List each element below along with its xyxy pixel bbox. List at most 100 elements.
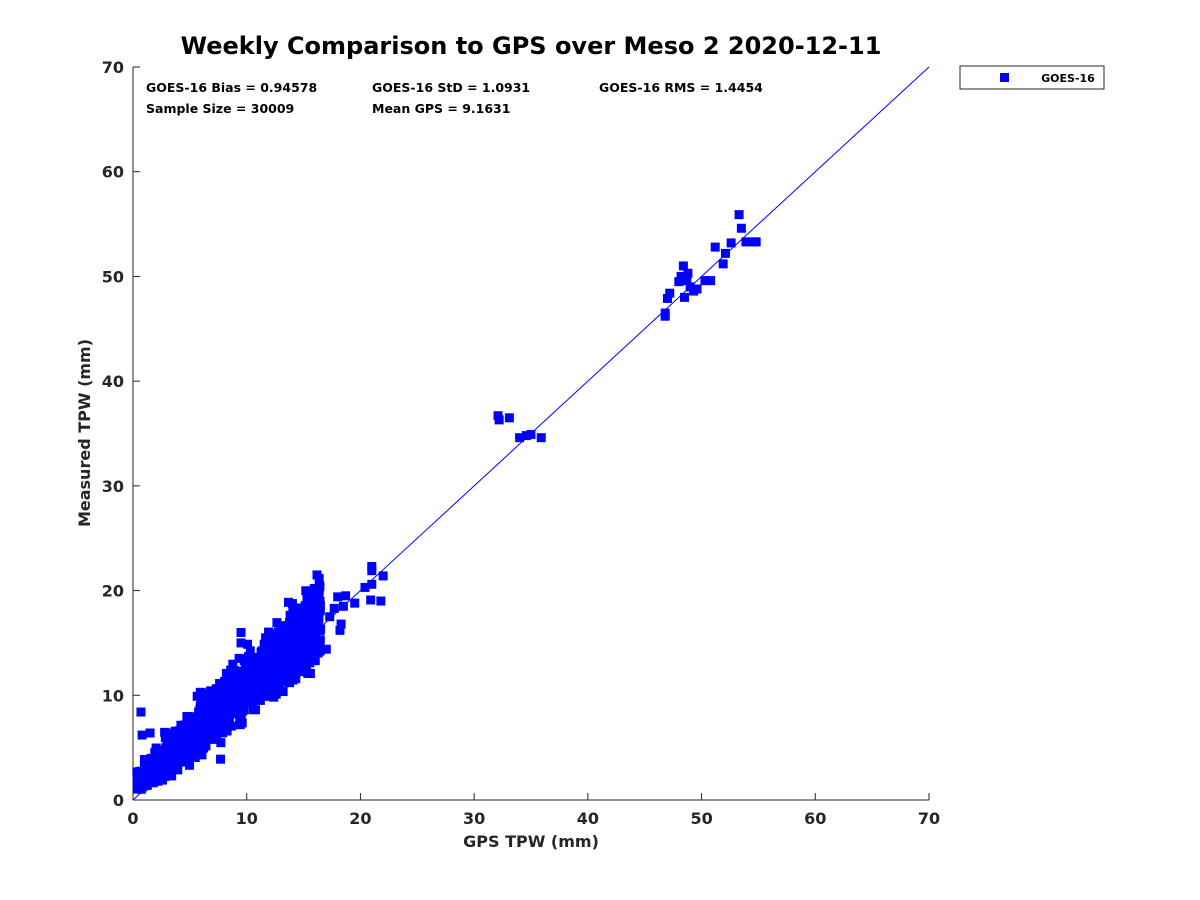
data-point xyxy=(254,652,264,662)
x-axis-label: GPS TPW (mm) xyxy=(463,832,599,851)
data-point xyxy=(314,644,324,654)
x-tick-label: 40 xyxy=(577,809,599,828)
data-point xyxy=(662,293,672,303)
data-point xyxy=(237,707,247,717)
data-point xyxy=(268,665,278,675)
data-point xyxy=(300,633,310,643)
series-goes16-points xyxy=(132,210,761,794)
data-point xyxy=(206,729,216,739)
data-point xyxy=(526,430,536,440)
data-point xyxy=(313,616,323,626)
data-point xyxy=(288,611,298,621)
data-point xyxy=(266,654,276,664)
data-point xyxy=(216,754,226,764)
data-point xyxy=(269,660,279,670)
data-point xyxy=(350,598,360,608)
data-point xyxy=(292,620,302,630)
legend-label: GOES-16 xyxy=(1041,72,1095,85)
data-point xyxy=(159,765,169,775)
data-point xyxy=(184,732,194,742)
data-point xyxy=(521,431,531,441)
y-tick-label: 40 xyxy=(102,372,124,391)
data-point xyxy=(315,600,325,610)
data-point xyxy=(279,655,289,665)
data-point xyxy=(718,259,728,269)
data-point xyxy=(242,677,252,687)
data-point xyxy=(259,651,269,661)
data-point xyxy=(269,645,279,655)
x-tick-label: 0 xyxy=(127,809,138,828)
data-point xyxy=(166,746,176,756)
data-point xyxy=(710,242,720,252)
data-point xyxy=(288,675,298,685)
legend: GOES-16 xyxy=(959,65,1105,90)
data-point xyxy=(215,727,225,737)
data-point xyxy=(189,748,199,758)
data-point xyxy=(300,623,310,633)
data-point xyxy=(247,687,257,697)
data-point xyxy=(315,635,325,645)
stat-mean-gps: Mean GPS = 9.1631 xyxy=(372,101,510,116)
data-point xyxy=(309,583,319,593)
data-point xyxy=(258,681,268,691)
data-point xyxy=(205,694,215,704)
data-point xyxy=(142,766,152,776)
data-point xyxy=(245,646,255,656)
data-point xyxy=(301,642,311,652)
x-tick-label: 50 xyxy=(690,809,712,828)
data-point xyxy=(137,730,147,740)
data-point xyxy=(286,635,296,645)
data-point xyxy=(325,612,335,622)
data-point xyxy=(248,668,258,678)
data-point xyxy=(234,653,244,663)
data-point xyxy=(336,619,346,629)
data-point xyxy=(261,691,271,701)
data-point xyxy=(205,716,215,726)
data-point xyxy=(250,662,260,672)
data-point xyxy=(236,627,246,637)
data-point xyxy=(231,678,241,688)
data-point xyxy=(682,276,692,286)
data-point xyxy=(700,276,710,286)
x-tick-label: 10 xyxy=(236,809,258,828)
data-point xyxy=(157,745,167,755)
data-point xyxy=(272,618,282,628)
data-point xyxy=(706,276,716,286)
data-point xyxy=(223,701,233,711)
y-axis-label: Measured TPW (mm) xyxy=(75,339,94,527)
data-point xyxy=(212,716,222,726)
data-point xyxy=(159,756,169,766)
y-tick-label: 60 xyxy=(102,163,124,182)
data-point xyxy=(302,593,312,603)
data-point xyxy=(209,734,219,744)
data-point xyxy=(243,639,253,649)
data-point xyxy=(291,605,301,615)
data-point xyxy=(665,288,675,298)
data-point xyxy=(257,646,267,656)
data-point xyxy=(225,693,235,703)
data-point xyxy=(158,775,168,785)
data-point xyxy=(321,644,331,654)
data-point xyxy=(259,660,269,670)
data-point xyxy=(360,582,370,592)
data-point xyxy=(286,631,296,641)
chart-title: Weekly Comparison to GPS over Meso 2 202… xyxy=(181,32,882,60)
data-point xyxy=(266,689,276,699)
x-tick-label: 60 xyxy=(804,809,826,828)
data-point xyxy=(367,579,377,589)
data-point xyxy=(248,655,258,665)
data-point xyxy=(206,701,216,711)
data-point xyxy=(741,237,751,247)
data-point xyxy=(190,731,200,741)
data-point xyxy=(196,694,206,704)
data-point xyxy=(376,596,386,606)
data-point xyxy=(262,665,272,675)
y-tick-label: 70 xyxy=(102,58,124,77)
y-tick-label: 0 xyxy=(113,791,124,810)
data-point xyxy=(223,710,233,720)
data-point xyxy=(265,637,275,647)
data-point xyxy=(175,737,185,747)
data-point xyxy=(167,771,177,781)
data-point xyxy=(302,653,312,663)
data-point xyxy=(283,645,293,655)
